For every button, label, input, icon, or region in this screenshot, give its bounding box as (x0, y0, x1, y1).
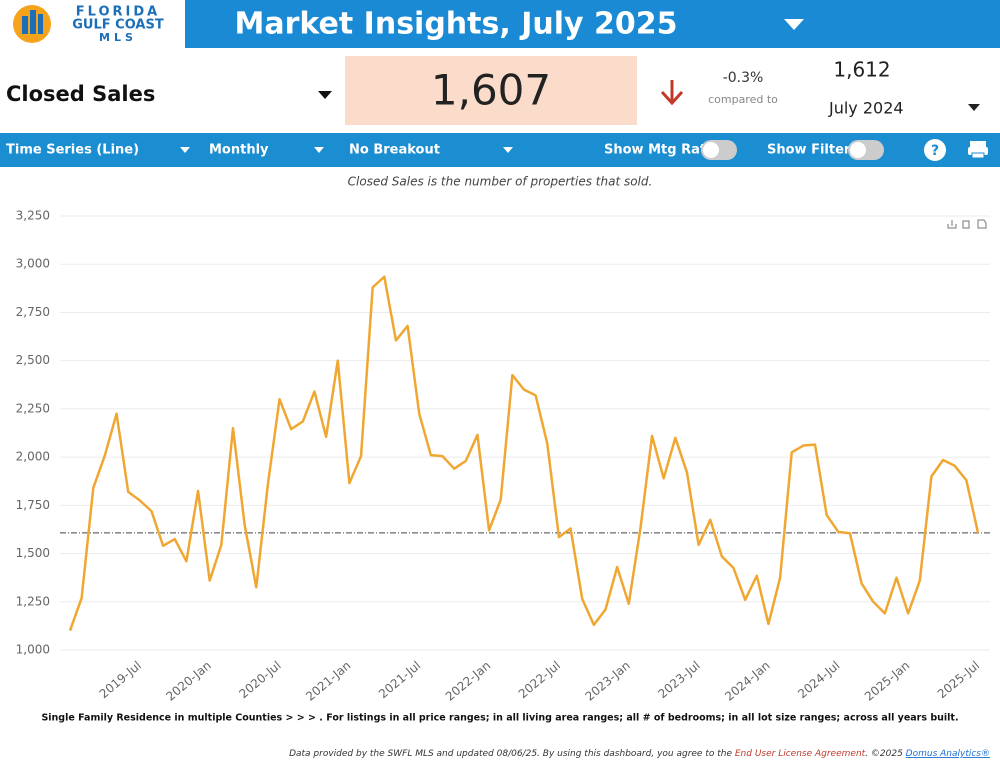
help-icon: ? (931, 143, 939, 159)
y-tick-label: 2,250 (16, 401, 50, 415)
license-link[interactable]: End User License Agreement (735, 749, 866, 759)
toggle-knob (850, 142, 866, 158)
export-icon[interactable] (977, 219, 987, 229)
y-tick-label: 1,000 (16, 643, 50, 657)
help-button[interactable] (924, 139, 946, 161)
filters-label: Show Filters: (767, 143, 863, 158)
interval-select[interactable]: Monthly (209, 143, 269, 158)
breakout-select[interactable]: No Breakout (349, 143, 440, 158)
kpi-change: -0.3% (723, 70, 764, 86)
download-icon[interactable] (947, 220, 957, 229)
metric-dropdown[interactable] (318, 91, 332, 99)
x-tick-label: 2024-Jul (795, 658, 842, 701)
dropdown-arrow[interactable] (314, 147, 324, 153)
x-tick-label: 2025-Jan (862, 658, 912, 703)
copy-icon[interactable] (962, 220, 970, 229)
print-icon[interactable] (970, 141, 986, 147)
y-tick-label: 3,250 (16, 209, 50, 223)
logo-building (38, 14, 43, 34)
compared-label: compared to (708, 93, 778, 106)
x-tick-label: 2023-Jan (583, 658, 633, 703)
title-dropdown[interactable] (784, 19, 804, 30)
logo-text: MLS (99, 31, 137, 44)
y-tick-label: 2,750 (16, 305, 50, 319)
compare-value: 1,612 (833, 58, 890, 82)
x-tick-label: 2020-Jan (163, 658, 213, 703)
toolbar (0, 133, 1000, 167)
dropdown-arrow[interactable] (503, 147, 513, 153)
footer: Data provided by the SWFL MLS and update… (289, 749, 990, 759)
footer-text: . ©2025 (865, 749, 906, 759)
y-tick-label: 2,000 (16, 450, 50, 464)
x-tick-label: 2022-Jan (443, 658, 493, 703)
logo-text: FLORIDA (76, 5, 160, 20)
logo-building (30, 10, 36, 34)
down-arrow (660, 80, 684, 106)
y-tick-label: 2,500 (16, 353, 50, 367)
metric-select[interactable]: Closed Sales (6, 82, 155, 106)
chart-type-select[interactable]: Time Series (Line) (6, 143, 139, 158)
x-tick-label: 2025-Jul (935, 658, 982, 701)
header-bar (185, 0, 1000, 48)
logo-text: GULF COAST (72, 18, 164, 33)
kpi-value: 1,607 (431, 66, 551, 115)
period-dropdown[interactable] (968, 104, 980, 111)
header-title[interactable]: Market Insights, July 2025 (235, 7, 678, 42)
x-tick-label: 2020-Jul (236, 658, 283, 701)
toggle-knob (703, 142, 719, 158)
mtg-rate-label: Show Mtg Rate: (604, 143, 720, 158)
y-tick-label: 3,000 (16, 257, 50, 271)
line-series (68, 275, 980, 632)
x-tick-label: 2021-Jan (303, 658, 353, 703)
logo-building (22, 16, 28, 34)
dropdown-arrow[interactable] (180, 147, 190, 153)
y-tick-label: 1,750 (16, 498, 50, 512)
x-tick-label: 2019-Jul (97, 658, 144, 701)
y-tick-label: 1,500 (16, 546, 50, 560)
x-tick-label: 2022-Jul (516, 658, 563, 701)
x-tick-label: 2021-Jul (376, 658, 423, 701)
footer-text: Data provided by the SWFL MLS and update… (289, 749, 735, 759)
kpi-box (345, 56, 637, 125)
chart-subtitle: Closed Sales is the number of properties… (348, 175, 653, 189)
x-tick-label: 2024-Jan (722, 658, 772, 703)
company-link[interactable]: Domus Analytics® (906, 749, 990, 759)
compare-period[interactable]: July 2024 (828, 99, 904, 118)
x-tick-label: 2023-Jul (655, 658, 702, 701)
y-tick-label: 1,250 (16, 594, 50, 608)
filter-note: Single Family Residence in multiple Coun… (41, 713, 958, 724)
print-icon[interactable] (971, 152, 985, 159)
